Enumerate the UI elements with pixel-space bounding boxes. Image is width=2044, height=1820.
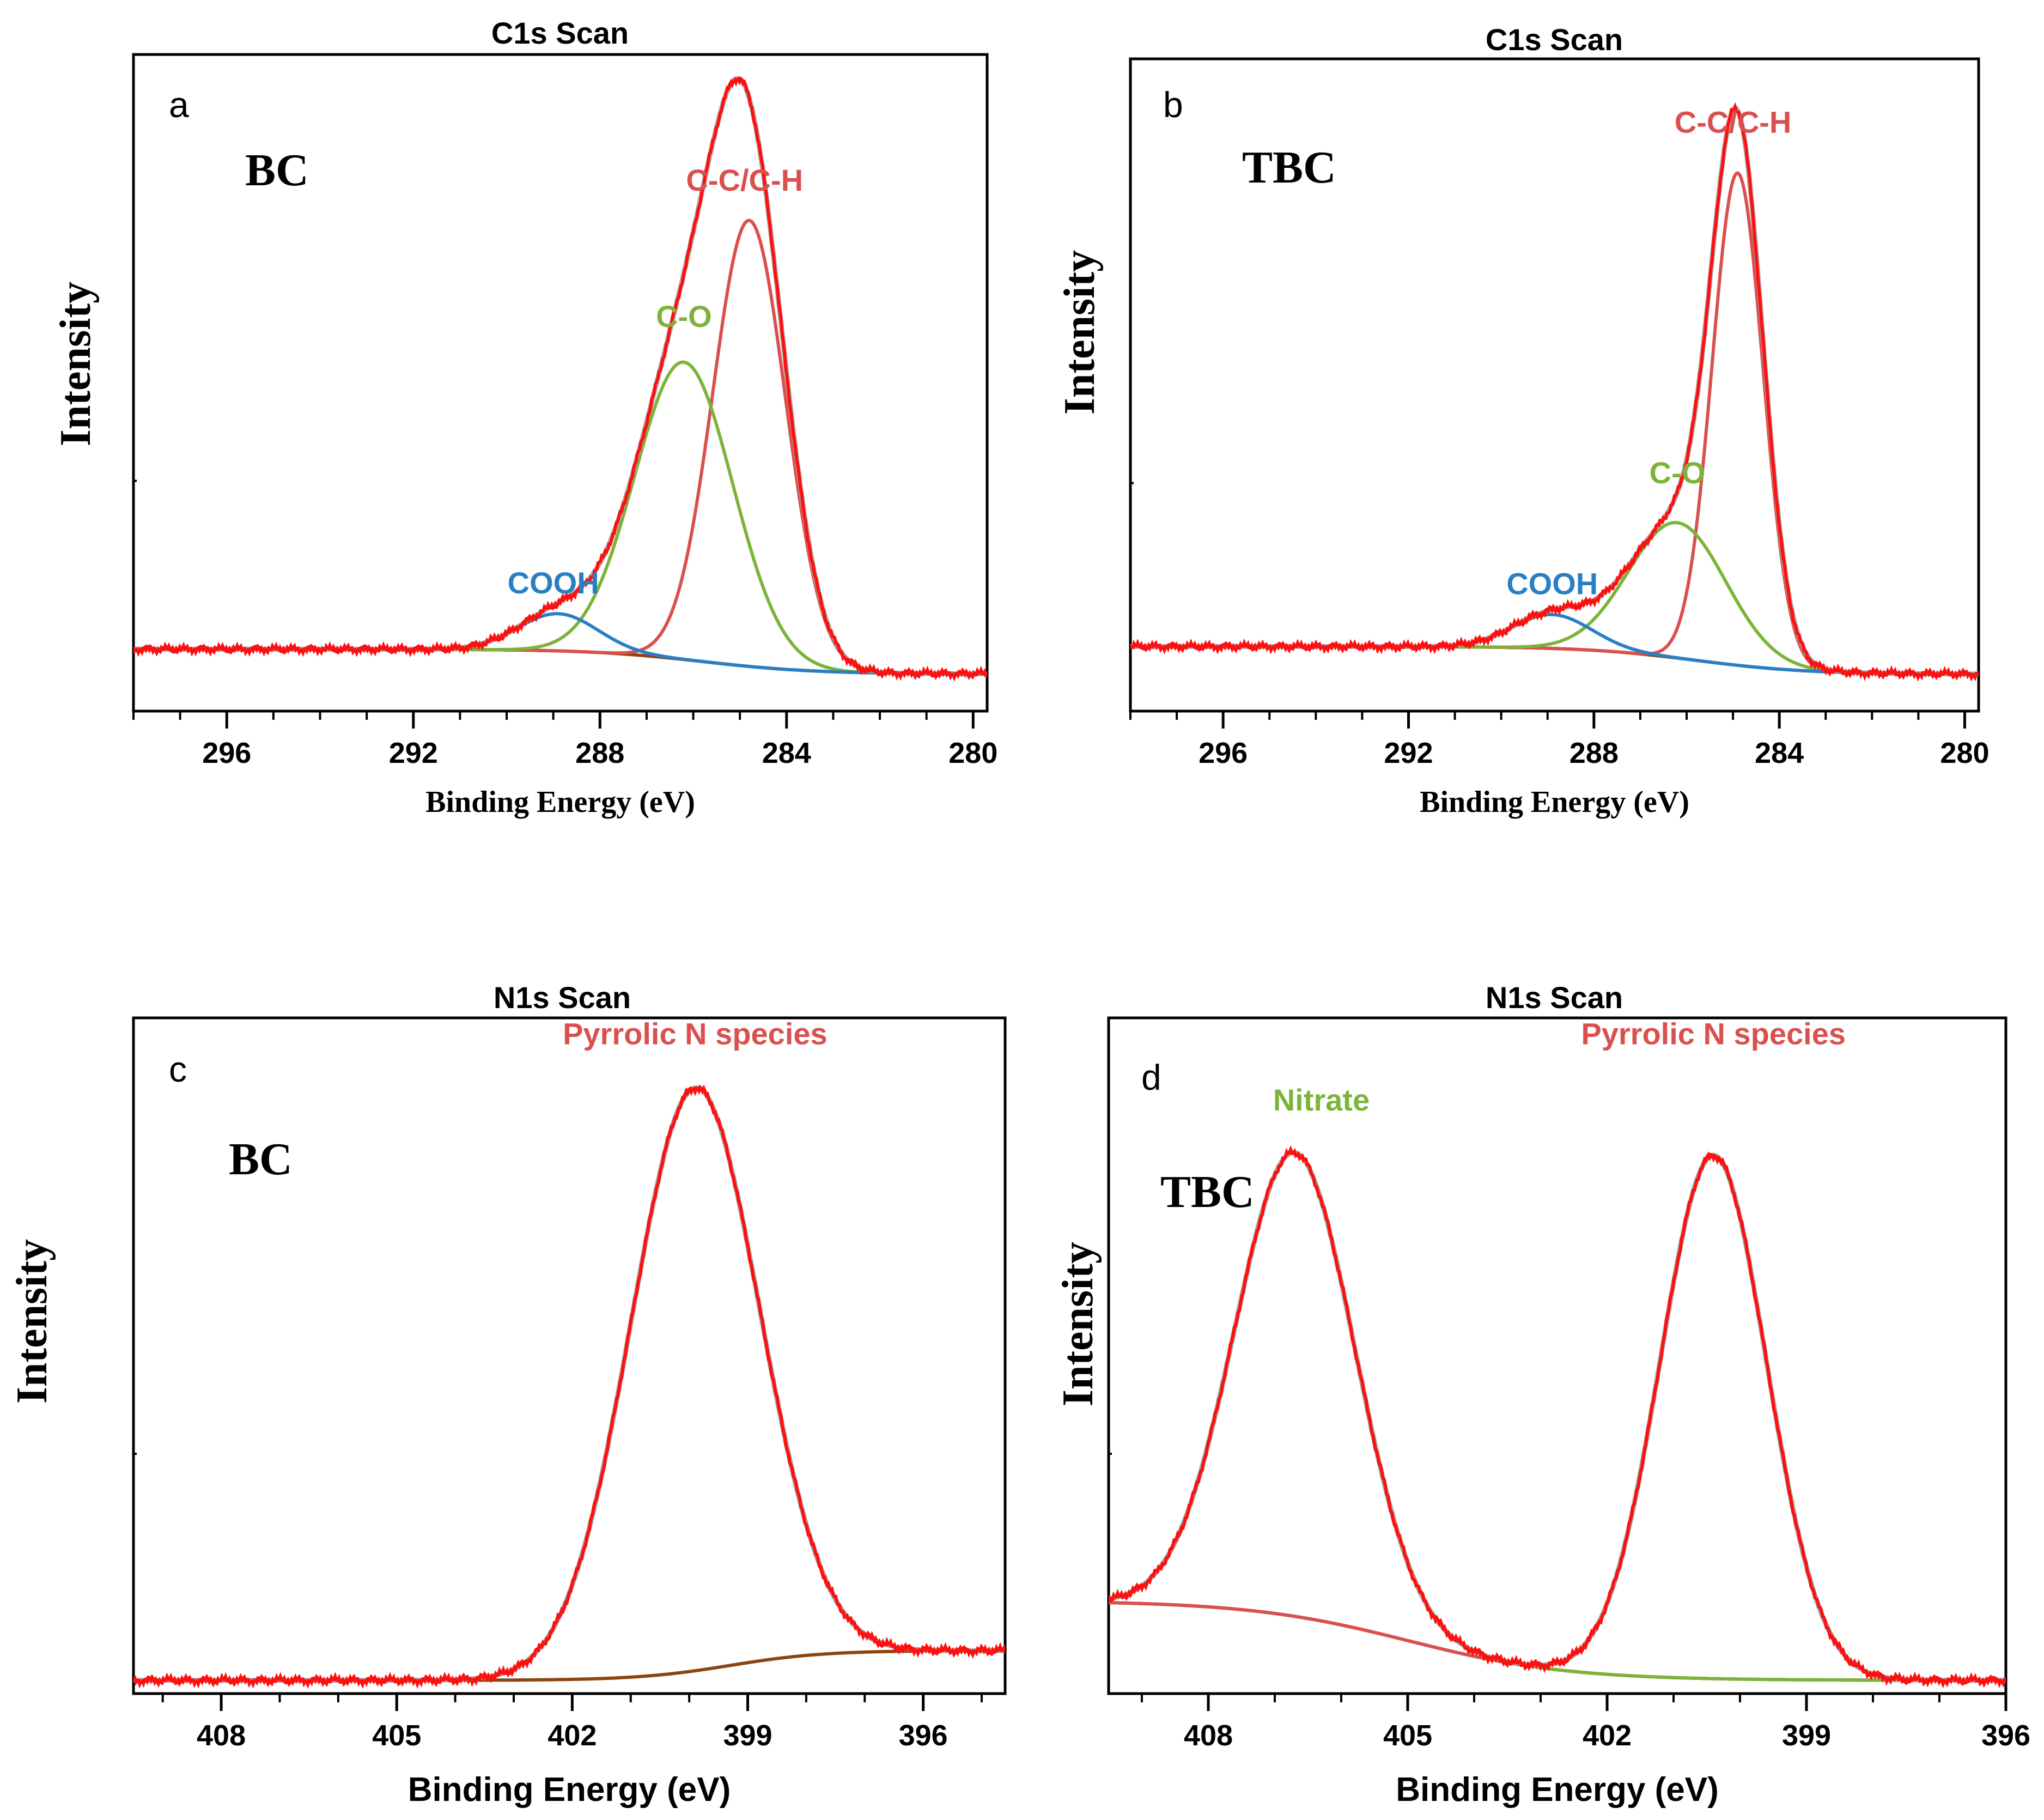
panel-letter: c bbox=[169, 1049, 187, 1089]
x-tick-label: 288 bbox=[1570, 737, 1619, 769]
x-axis-label: Binding Energy (eV) bbox=[425, 785, 695, 819]
y-axis-label: Intensity bbox=[1054, 1242, 1102, 1406]
peak-label: Pyrrolic N species bbox=[1581, 1017, 1846, 1051]
panel-c: N1s Scan 408 405 402 399 396 Binding Energy (e… bbox=[8, 980, 1007, 1809]
x-axis-label: Binding Energy (eV) bbox=[408, 1771, 731, 1809]
component-nitrate bbox=[1109, 1151, 2006, 1682]
chart-title: N1s Scan bbox=[1486, 980, 1623, 1015]
plot-frame bbox=[132, 1016, 1007, 1695]
peak-label: C-C/C-H bbox=[1675, 105, 1792, 139]
x-tick-label: 396 bbox=[1981, 1719, 2030, 1752]
x-tick-label: 396 bbox=[899, 1719, 948, 1752]
x-axis-label: Binding Energy (eV) bbox=[1396, 1771, 1718, 1809]
x-tick-label: 405 bbox=[1383, 1719, 1432, 1752]
plot-frame bbox=[1129, 57, 1980, 713]
x-tick-label: 292 bbox=[389, 737, 438, 769]
peak-label: C-C/C-H bbox=[686, 163, 803, 197]
chart-title: C1s Scan bbox=[491, 16, 629, 50]
raw-data bbox=[133, 1084, 1005, 1689]
x-tick-label: 402 bbox=[548, 1719, 597, 1752]
x-tick-label: 408 bbox=[1184, 1719, 1233, 1752]
chart-title: C1s Scan bbox=[1486, 22, 1623, 57]
x-tick-label: 402 bbox=[1583, 1719, 1632, 1752]
sample-label: BC bbox=[245, 145, 309, 196]
panel-letter: a bbox=[169, 84, 189, 125]
component-c-o bbox=[133, 360, 987, 676]
component-c-c-c-h bbox=[133, 219, 987, 676]
y-axis-label: Intensity bbox=[8, 1239, 56, 1404]
sample-label: TBC bbox=[1160, 1167, 1255, 1217]
panel-d: N1s Scan 408 405 402 399 396 Binding Energy (e… bbox=[1054, 980, 2030, 1809]
x-tick-label: 284 bbox=[1755, 737, 1804, 769]
x-tick-label: 284 bbox=[762, 737, 811, 769]
fit-envelope bbox=[1109, 1150, 2006, 1683]
x-axis-label: Binding Energy (eV) bbox=[1420, 785, 1689, 819]
background-curve bbox=[133, 1649, 1005, 1682]
x-tick-label: 288 bbox=[575, 737, 624, 769]
curves bbox=[133, 1084, 1005, 1689]
x-tick-label: 399 bbox=[1782, 1719, 1831, 1752]
chart-title: N1s Scan bbox=[494, 980, 631, 1015]
plot-frame bbox=[1107, 1016, 2008, 1695]
x-tick-label: 280 bbox=[948, 737, 997, 769]
panel-b: C1s Scan 296 292 288 284 280 Binding Energy (e… bbox=[1056, 22, 1990, 819]
x-tick-label: 405 bbox=[372, 1719, 421, 1752]
curves bbox=[133, 76, 987, 682]
y-axis-label: Intensity bbox=[52, 282, 100, 446]
curves bbox=[1130, 102, 1979, 682]
peak-label: Pyrrolic N species bbox=[563, 1017, 828, 1051]
peak-label: C-O bbox=[656, 299, 712, 333]
x-tick-label: 399 bbox=[723, 1719, 772, 1752]
panel-letter: b bbox=[1163, 84, 1183, 125]
x-tick-label: 296 bbox=[202, 737, 251, 769]
sample-label: TBC bbox=[1242, 142, 1336, 193]
peak-label: C-O bbox=[1650, 456, 1706, 490]
x-tick-label: 292 bbox=[1384, 737, 1433, 769]
panel-letter: d bbox=[1141, 1057, 1161, 1097]
peak-label: Nitrate bbox=[1273, 1083, 1370, 1117]
x-tick-label: 408 bbox=[197, 1719, 246, 1752]
peak-label: COOH bbox=[508, 566, 599, 600]
raw-data bbox=[1130, 102, 1979, 682]
x-tick-label: 296 bbox=[1199, 737, 1248, 769]
component-pyrrolic-n-species bbox=[1109, 1154, 2006, 1682]
peak-label: COOH bbox=[1506, 566, 1598, 600]
raw-data bbox=[1109, 1145, 2006, 1689]
panel-a: C1s Scan 296 292 288 284 280 Binding Energy (e… bbox=[52, 16, 997, 819]
plot-frame bbox=[132, 53, 989, 713]
sample-label: BC bbox=[229, 1134, 293, 1185]
curves bbox=[1109, 1145, 2006, 1689]
raw-data bbox=[133, 76, 987, 682]
x-tick-label: 280 bbox=[1940, 737, 1989, 769]
y-axis-label: Intensity bbox=[1056, 250, 1104, 415]
